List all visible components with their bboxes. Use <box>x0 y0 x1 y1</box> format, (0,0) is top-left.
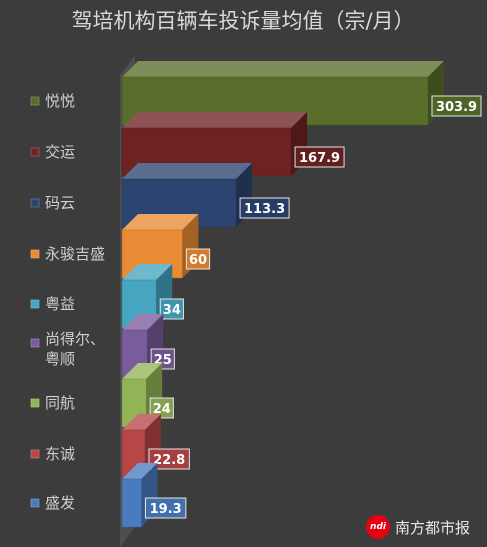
category-label: 同航 <box>45 394 75 412</box>
watermark-text: 南方都市报 <box>395 518 471 537</box>
category-label-line: 永骏吉盛 <box>45 245 105 263</box>
bar-top-face <box>122 414 161 430</box>
legend-swatch <box>30 198 40 208</box>
category-label: 东诚 <box>45 445 75 463</box>
legend-swatch <box>30 449 40 459</box>
data-label: 303.9 <box>436 100 477 115</box>
bar-top-face <box>122 314 164 330</box>
data-label-box <box>149 397 174 419</box>
category-label-line: 东诚 <box>45 445 75 463</box>
bar-top-face <box>122 363 163 379</box>
category-label-line: 盛发 <box>45 494 75 512</box>
category-label: 码云 <box>45 194 75 212</box>
category-label-line: 同航 <box>45 394 75 412</box>
bar-top-face <box>122 61 444 77</box>
bar-top-face <box>122 264 173 280</box>
data-label: 24 <box>153 402 171 417</box>
bar-top-face <box>122 112 308 128</box>
bar-top-face <box>122 214 199 230</box>
category-label: 尚得尔、粤顺 <box>45 330 105 368</box>
data-label-box <box>148 448 190 470</box>
category-label-line: 粤益 <box>45 295 75 313</box>
data-label: 19.3 <box>150 502 182 517</box>
legend-swatch <box>30 96 40 106</box>
data-label: 34 <box>163 303 181 318</box>
category-label-line: 尚得尔、 <box>45 330 105 348</box>
legend-swatch <box>30 147 40 157</box>
category-label: 粤益 <box>45 295 75 313</box>
data-label-box <box>431 95 482 117</box>
category-label: 盛发 <box>45 494 75 512</box>
category-label: 悦悦 <box>45 92 75 110</box>
data-label: 60 <box>189 253 207 268</box>
data-label-box <box>159 298 184 320</box>
chart-title: 驾培机构百辆车投诉量均值（宗/月） <box>71 9 414 33</box>
data-label-box <box>294 146 345 168</box>
category-label-line: 悦悦 <box>45 92 75 110</box>
bar-top-face <box>122 463 158 479</box>
watermark: ndi 南方都市报 <box>366 512 470 542</box>
legend-swatch <box>30 338 40 348</box>
category-label: 交运 <box>45 143 75 161</box>
bar <box>121 478 142 528</box>
legend-swatch <box>30 299 40 309</box>
data-label: 22.8 <box>153 453 185 468</box>
data-label: 167.9 <box>299 151 340 166</box>
data-label-box <box>144 497 187 519</box>
data-label-box <box>239 197 290 219</box>
legend-swatch <box>30 498 40 508</box>
data-label: 113.3 <box>244 202 285 217</box>
data-label-box <box>185 248 211 270</box>
category-label-line: 交运 <box>45 143 75 161</box>
category-label-line: 码云 <box>45 194 75 212</box>
legend-swatch <box>30 249 40 259</box>
category-label-line: 粤顺 <box>45 350 75 368</box>
category-label: 永骏吉盛 <box>45 245 105 263</box>
legend-swatch <box>30 398 40 408</box>
newspaper-logo-icon: ndi <box>366 515 390 539</box>
bar-top-face <box>122 163 253 179</box>
